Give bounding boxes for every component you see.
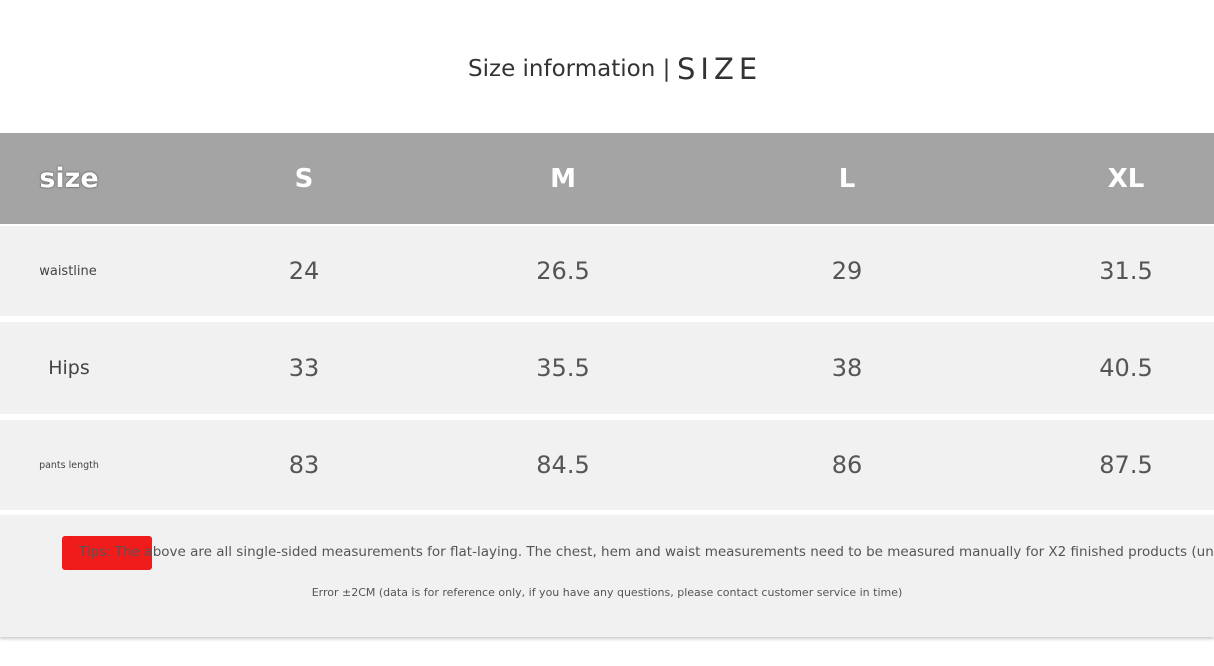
cell-value: 31.5	[1099, 257, 1153, 285]
cell-value: 87.5	[1099, 451, 1153, 479]
cell-value: 83	[288, 451, 320, 479]
title-right: SIZE	[677, 52, 763, 86]
header-label: size	[39, 163, 99, 194]
cell-value: 29	[831, 257, 863, 285]
table-row: pants length 83 84.5 86 87.5	[0, 420, 1214, 510]
tips-text: Tips: The above are all single-sided mea…	[79, 544, 1214, 560]
header-size: S	[294, 163, 314, 194]
cell-value: 35.5	[536, 354, 590, 382]
header-row: size S M L XL	[0, 133, 1214, 224]
cell-value: 26.5	[536, 257, 590, 285]
table-row: Hips 33 35.5 38 40.5	[0, 322, 1214, 414]
footer-notes: Tips: The above are all single-sided mea…	[0, 515, 1214, 637]
tips-highlight	[62, 536, 152, 570]
header-size: L	[838, 163, 856, 194]
cell-value: 33	[288, 354, 320, 382]
cell-value: 24	[288, 257, 320, 285]
header-size: M	[550, 163, 576, 194]
header-size: XL	[1107, 163, 1145, 194]
row-label: Hips	[48, 357, 90, 379]
title-left: Size information |	[468, 56, 671, 82]
cell-value: 38	[831, 354, 863, 382]
error-note: Error ±2CM (data is for reference only, …	[311, 586, 903, 599]
row-label: waistline	[39, 263, 97, 279]
cell-value: 84.5	[536, 451, 590, 479]
table-row: waistline 24 26.5 29 31.5	[0, 226, 1214, 316]
cell-value: 86	[831, 451, 863, 479]
row-label: pants length	[39, 459, 99, 471]
cell-value: 40.5	[1099, 354, 1153, 382]
